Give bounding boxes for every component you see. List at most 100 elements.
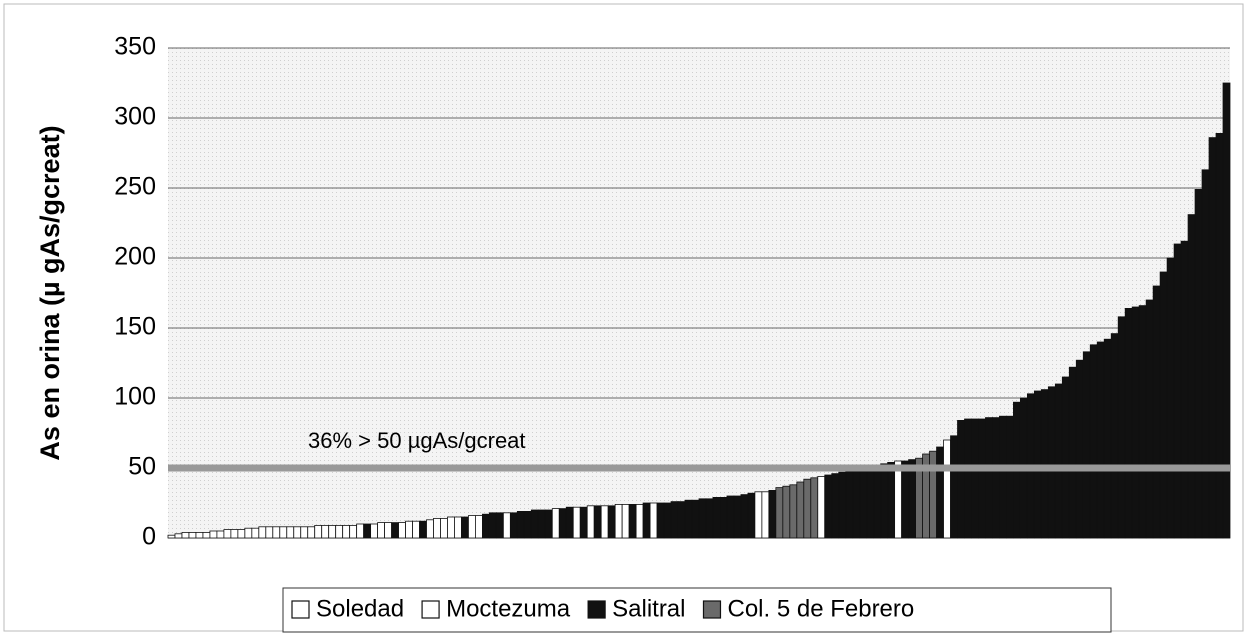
bar <box>1131 306 1140 539</box>
bar <box>565 506 574 539</box>
bar <box>174 533 183 539</box>
bar <box>1166 257 1175 539</box>
bar <box>943 439 951 539</box>
bar <box>1075 359 1084 539</box>
bar <box>1201 169 1210 539</box>
bar <box>279 526 288 539</box>
bar <box>202 532 211 539</box>
bar <box>978 418 986 539</box>
legend-swatch <box>291 600 310 619</box>
bar <box>691 499 700 539</box>
y-tick-label: 350 <box>114 33 156 61</box>
bar <box>803 478 812 539</box>
bar <box>936 446 944 539</box>
bar <box>712 496 721 539</box>
bar <box>775 487 784 539</box>
bar <box>1145 299 1154 539</box>
bar <box>614 503 623 539</box>
bar <box>593 505 602 539</box>
bar <box>677 501 686 539</box>
legend-label: Moctezuma <box>446 595 571 622</box>
bar <box>223 529 232 539</box>
bar <box>558 508 567 539</box>
bar <box>419 520 427 539</box>
bar <box>530 509 539 539</box>
bar <box>523 510 532 539</box>
bar <box>887 461 896 539</box>
bar <box>670 501 679 539</box>
bar <box>454 516 462 539</box>
y-axis-label: As en orina (µ gAs/gcreat) <box>35 125 65 460</box>
bar <box>1159 271 1168 539</box>
bar <box>300 526 309 539</box>
bar <box>782 485 791 539</box>
bar <box>1040 389 1049 539</box>
bar <box>663 502 672 539</box>
bar <box>1138 305 1147 539</box>
bar <box>509 512 518 539</box>
bar <box>1208 137 1217 539</box>
bar <box>209 530 218 539</box>
bar <box>950 435 958 539</box>
bar <box>852 468 861 539</box>
bar <box>1173 243 1182 539</box>
bar <box>475 515 483 539</box>
bar <box>971 418 979 539</box>
bar <box>705 498 714 539</box>
bar <box>859 467 868 539</box>
bar <box>901 460 910 539</box>
bar <box>894 460 903 539</box>
bar <box>1215 132 1224 539</box>
bar <box>747 492 756 539</box>
bar <box>440 518 448 539</box>
bar <box>957 419 965 539</box>
bar <box>265 526 274 539</box>
bar <box>1096 341 1105 539</box>
bar <box>831 473 840 539</box>
bar <box>642 502 651 539</box>
bar <box>719 496 728 539</box>
bar <box>1089 344 1098 539</box>
bar <box>733 495 742 539</box>
bar <box>349 525 358 539</box>
bar <box>572 506 581 539</box>
bar <box>726 495 735 539</box>
bar <box>768 489 777 539</box>
bar <box>307 526 316 539</box>
bar <box>461 516 469 539</box>
bar <box>482 513 490 539</box>
bar <box>579 506 588 539</box>
bar <box>216 530 225 539</box>
bar <box>866 466 875 539</box>
bar <box>286 526 295 539</box>
bar <box>684 499 693 539</box>
bar <box>740 494 749 539</box>
bar <box>838 471 847 539</box>
y-tick-label: 250 <box>114 173 156 201</box>
bar <box>384 522 392 539</box>
legend-label: Soledad <box>316 595 404 622</box>
bar <box>167 534 176 539</box>
bar <box>817 475 826 539</box>
bar <box>656 502 665 539</box>
bar <box>985 417 993 539</box>
bar <box>230 529 239 539</box>
bar <box>412 520 420 539</box>
bar <box>628 503 637 539</box>
bar <box>1054 383 1063 539</box>
bar <box>272 526 281 539</box>
bar <box>377 522 385 539</box>
bar <box>495 512 504 539</box>
bar <box>929 450 937 539</box>
bar <box>335 525 344 539</box>
annotation: 36% > 50 µgAs/gcreat <box>308 428 526 453</box>
bar <box>370 523 379 539</box>
bar <box>237 529 246 539</box>
bar <box>537 509 546 539</box>
bar <box>433 518 441 539</box>
bar <box>447 516 455 539</box>
y-tick-label: 0 <box>142 523 156 551</box>
bar <box>1006 415 1014 539</box>
bar <box>1152 285 1161 539</box>
